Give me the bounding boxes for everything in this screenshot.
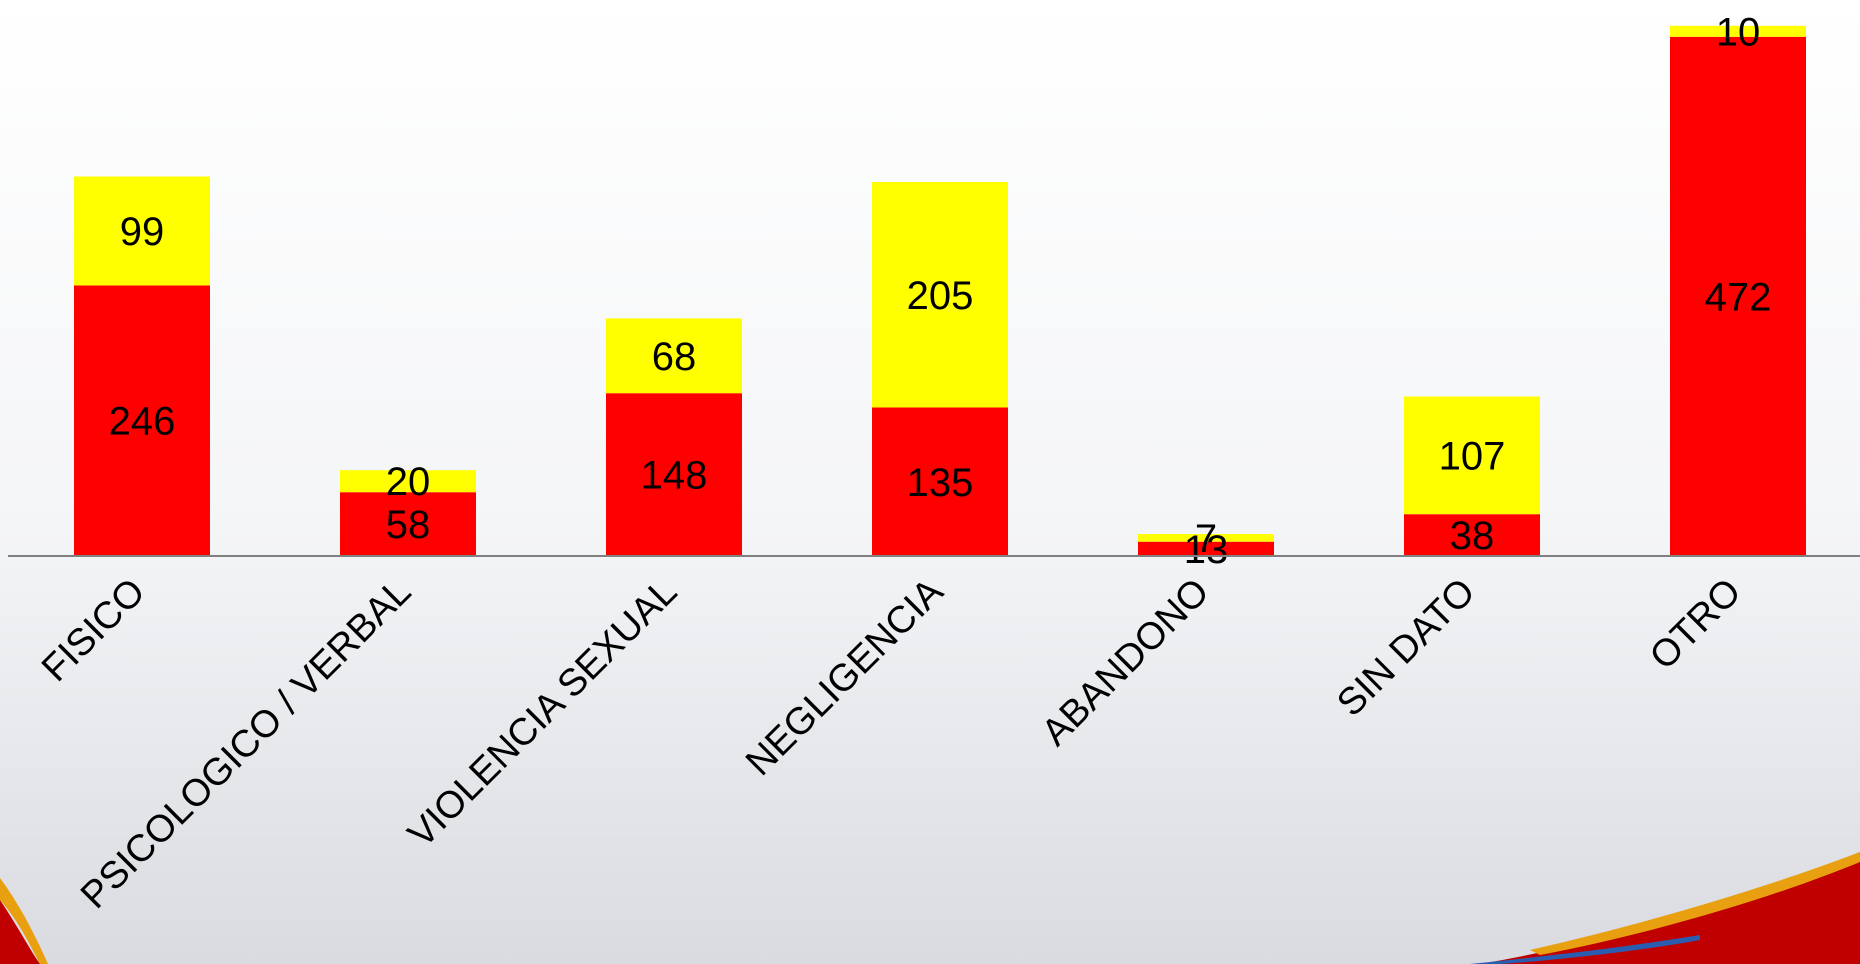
x-tick-label-5: SIN DATO: [1329, 571, 1483, 725]
decorative-swoosh-red-right: [1480, 852, 1860, 964]
bar-segment-yellow-6: [1670, 25, 1806, 37]
bar-segment-red-0: [74, 285, 210, 556]
data-label-red-2: 148: [641, 454, 708, 498]
bar-segment-red-6: [1670, 36, 1806, 557]
bar-segment-yellow-1: [340, 470, 476, 493]
data-label-yellow-2: 68: [652, 335, 697, 379]
data-label-yellow-1: 20: [386, 460, 431, 504]
x-tick-label-0: FISICO: [34, 571, 153, 690]
data-label-red-3: 135: [907, 461, 974, 505]
bar-segment-red-3: [872, 407, 1008, 556]
bar-segment-red-2: [606, 393, 742, 556]
data-label-yellow-5: 107: [1439, 434, 1506, 478]
bar-segment-red-4: [1138, 541, 1274, 556]
data-label-yellow-0: 99: [120, 210, 165, 254]
data-label-red-6: 472: [1705, 275, 1772, 319]
data-label-yellow-4: 7: [1195, 517, 1217, 561]
x-tick-label-2: VIOLENCIA SEXUAL: [400, 571, 685, 856]
bars-group: [74, 25, 1806, 557]
decorative-swoosh-red-left: [0, 900, 40, 964]
x-tick-label-6: OTRO: [1642, 571, 1749, 678]
bar-segment-yellow-0: [74, 176, 210, 286]
data-label-red-4: 13: [1184, 528, 1229, 572]
bar-segment-yellow-2: [606, 318, 742, 394]
decorative-swoosh-gold-left: [0, 878, 48, 964]
bar-segment-red-5: [1404, 514, 1540, 556]
x-tick-label-4: ABANDONO: [1034, 571, 1217, 754]
bar-segment-yellow-5: [1404, 396, 1540, 515]
bar-segment-yellow-4: [1138, 534, 1274, 542]
bar-segment-yellow-3: [872, 182, 1008, 408]
data-label-red-5: 38: [1450, 514, 1495, 558]
bar-segment-red-1: [340, 492, 476, 556]
x-tick-label-3: NEGLIGENCIA: [738, 570, 952, 784]
decorative-swoosh-gold-right: [1530, 852, 1860, 955]
data-label-red-1: 58: [386, 503, 431, 547]
data-label-yellow-6: 10: [1716, 10, 1761, 54]
data-label-red-0: 246: [109, 400, 176, 444]
data-label-yellow-3: 205: [907, 274, 974, 318]
